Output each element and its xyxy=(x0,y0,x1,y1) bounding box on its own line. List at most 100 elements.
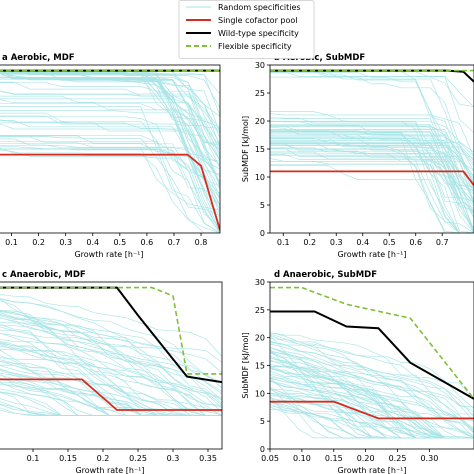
x-tick-label: 0.3 xyxy=(59,238,72,247)
y-tick-label: 20 xyxy=(255,117,265,126)
y-tick-label: 10 xyxy=(255,173,265,182)
x-tick-label: 0.2 xyxy=(303,238,316,247)
axes-frame xyxy=(0,281,223,450)
random-trace xyxy=(0,115,220,147)
random-trace xyxy=(270,136,474,200)
panel-title: d Anaerobic, SubMDF xyxy=(274,270,377,280)
panel-title: c Anaerobic, MDF xyxy=(2,270,86,280)
y-tick-label: 15 xyxy=(255,362,265,371)
x-tick-label: 0.2 xyxy=(32,238,45,247)
random-trace xyxy=(0,119,220,161)
x-tick-label: 0.25 xyxy=(129,454,147,463)
series-line-wild-type-specificity xyxy=(0,286,222,384)
random-trace xyxy=(0,73,220,186)
random-trace xyxy=(270,341,474,433)
random-trace xyxy=(0,298,222,406)
x-tick-label: 0.20 xyxy=(357,454,375,463)
series-line-single-cofactor-pool xyxy=(270,400,474,420)
random-trace xyxy=(270,129,474,233)
random-trace xyxy=(0,314,222,389)
panel-a: 0.1 0.2 0.3 0.4 0.5 0.6 0.7 0.8 Growth rate [h⁻¹… xyxy=(0,53,221,259)
y-tick-label: 25 xyxy=(255,306,265,315)
random-trace xyxy=(270,154,474,203)
x-tick-label: 0.15 xyxy=(325,454,343,463)
random-trace xyxy=(0,342,222,416)
random-trace xyxy=(270,71,474,107)
random-trace xyxy=(0,324,222,373)
random-trace xyxy=(0,72,220,167)
random-trace xyxy=(0,71,220,208)
x-tick-label: 0.30 xyxy=(420,454,438,463)
random-trace xyxy=(0,110,220,233)
x-tick-label: 0.10 xyxy=(293,454,311,463)
random-trace xyxy=(0,72,220,117)
random-trace xyxy=(270,334,474,409)
random-trace xyxy=(0,71,220,116)
random-specificity-traces xyxy=(270,332,474,439)
random-trace xyxy=(270,163,474,233)
random-trace xyxy=(270,357,474,422)
x-axis-label: Growth rate [h⁻¹] xyxy=(337,250,406,259)
random-specificity-traces xyxy=(270,70,474,233)
x-tick-label: 0.15 xyxy=(59,454,77,463)
legend-entry: Single cofactor pool xyxy=(218,16,298,25)
x-tick-label: 0.35 xyxy=(199,454,217,463)
x-tick-label: 0.25 xyxy=(389,454,407,463)
x-tick-label: 0.8 xyxy=(195,238,208,247)
y-tick-label: 5 xyxy=(260,417,265,426)
y-tick-label: 25 xyxy=(255,89,265,98)
random-trace xyxy=(270,130,474,203)
x-tick-label: 0.6 xyxy=(409,238,422,247)
y-tick-label: 10 xyxy=(255,389,265,398)
random-trace xyxy=(0,147,220,233)
random-trace xyxy=(270,111,474,158)
random-trace xyxy=(0,90,220,139)
legend-entry: Random specificities xyxy=(218,3,301,12)
random-trace xyxy=(270,161,474,233)
legend-entry: Wild-type specificity xyxy=(218,29,299,38)
random-trace xyxy=(270,373,474,434)
random-trace xyxy=(270,142,474,157)
random-trace xyxy=(270,148,474,233)
random-trace xyxy=(270,403,474,439)
random-trace xyxy=(270,71,474,108)
y-axis-label: SubMDF [kJ/mol] xyxy=(241,116,250,182)
random-trace xyxy=(270,120,474,153)
x-axis-label: Growth rate [h⁻¹] xyxy=(75,466,144,474)
random-trace xyxy=(270,341,474,418)
x-tick-label: 0.05 xyxy=(261,454,279,463)
random-trace xyxy=(270,126,474,233)
random-trace xyxy=(270,351,474,415)
random-trace xyxy=(0,95,220,144)
y-tick-label: 20 xyxy=(255,334,265,343)
series-line-single-cofactor-pool xyxy=(270,170,474,186)
random-trace xyxy=(270,76,474,172)
random-trace xyxy=(0,154,220,187)
x-tick-label: 0.4 xyxy=(86,238,99,247)
series-line-single-cofactor-pool xyxy=(0,153,220,231)
random-trace xyxy=(270,141,474,214)
random-trace xyxy=(270,125,474,232)
series-line-flexible-specificity xyxy=(0,286,222,375)
x-axis-label: Growth rate [h⁻¹] xyxy=(337,466,406,474)
random-trace xyxy=(270,117,474,196)
random-trace xyxy=(0,384,222,416)
x-tick-label: 0.7 xyxy=(168,238,181,247)
x-tick-label: 0.6 xyxy=(141,238,154,247)
random-trace xyxy=(0,332,222,384)
random-trace xyxy=(0,122,220,200)
axes-frame xyxy=(269,281,474,450)
x-tick-label: 0.7 xyxy=(436,238,449,247)
random-trace xyxy=(0,293,222,357)
random-trace xyxy=(270,151,474,213)
panel-title: b Aerobic, SubMDF xyxy=(274,53,365,63)
legend-entry: Flexible specificity xyxy=(218,42,292,51)
x-tick-label: 0.5 xyxy=(113,238,126,247)
random-trace xyxy=(270,332,474,401)
random-trace xyxy=(270,355,474,412)
x-axis-label: Growth rate [h⁻¹] xyxy=(74,250,143,259)
x-tick-label: 0.2 xyxy=(97,454,110,463)
random-trace xyxy=(270,126,474,179)
x-tick-label: 0.1 xyxy=(5,238,18,247)
y-tick-label: 0 xyxy=(260,445,265,454)
